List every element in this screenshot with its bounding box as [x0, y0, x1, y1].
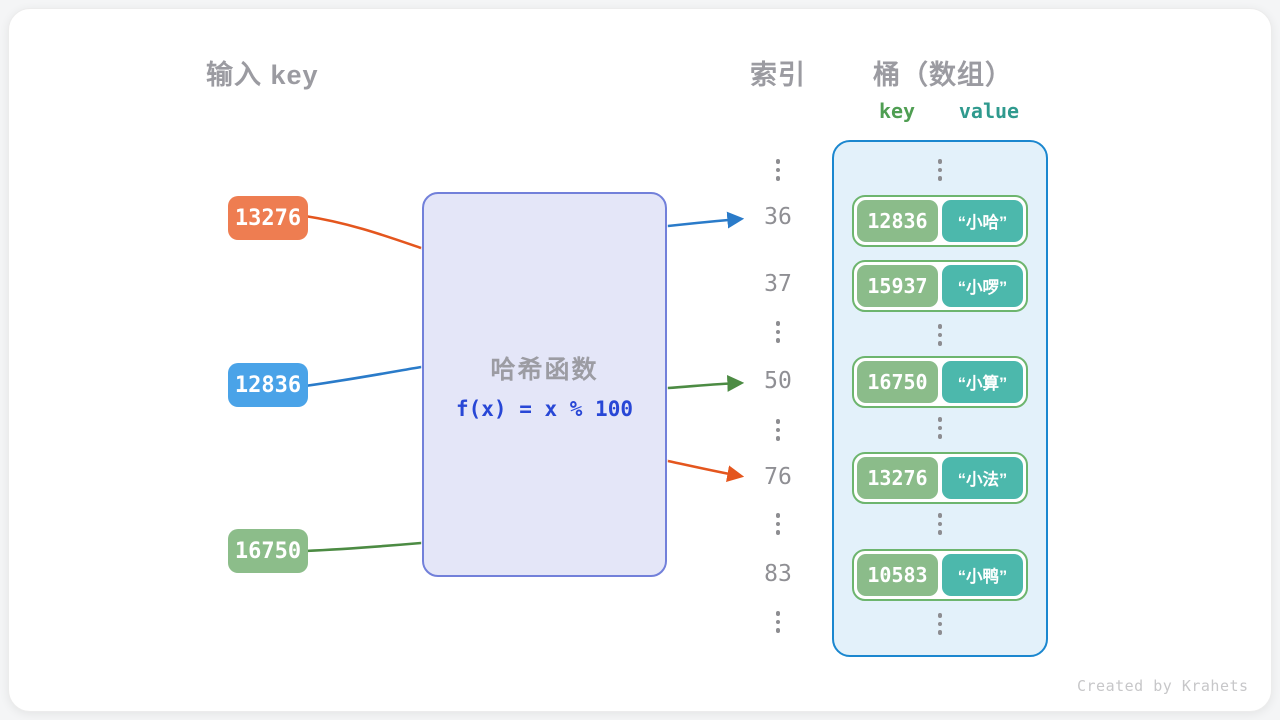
entry-value: “小算” [942, 361, 1023, 403]
index-value: 83 [764, 561, 792, 587]
index-value: 76 [764, 464, 792, 490]
bucket-ellipsis [852, 513, 1028, 535]
entry-value: “小法” [942, 457, 1023, 499]
index-value: 50 [764, 368, 792, 394]
index-ellipsis [740, 159, 816, 181]
input-key-box-16750: 16750 [228, 529, 308, 573]
input-key-title: 输入 key [206, 60, 319, 90]
index-ellipsis [740, 321, 816, 343]
input-key-label: 16750 [234, 538, 302, 564]
index-value: 37 [764, 271, 792, 297]
index-value: 36 [764, 204, 792, 230]
bucket-title: 桶（数组） [873, 60, 1013, 90]
bucket-entry: 10583 “小鸭” [852, 549, 1028, 601]
input-key-label: 12836 [234, 372, 302, 398]
bucket-ellipsis [852, 324, 1028, 346]
index-title: 索引 [750, 60, 806, 90]
bucket-entry: 12836 “小哈” [852, 195, 1028, 247]
bucket-ellipsis [852, 613, 1028, 635]
entry-key: 12836 [857, 200, 938, 242]
entry-value: “小鸭” [942, 554, 1023, 596]
bucket-entry: 15937 “小啰” [852, 260, 1028, 312]
entry-key: 16750 [857, 361, 938, 403]
bucket-ellipsis [852, 417, 1028, 439]
entry-key: 15937 [857, 265, 938, 307]
index-ellipsis [740, 611, 816, 633]
entry-value: “小啰” [942, 265, 1023, 307]
index-ellipsis [740, 513, 816, 535]
input-key-box-12836: 12836 [228, 363, 308, 407]
hash-function-title: 哈希函数 [490, 356, 599, 384]
entry-key: 13276 [857, 457, 938, 499]
index-ellipsis [740, 419, 816, 441]
input-key-box-13276: 13276 [228, 196, 308, 240]
key-column-header: key [878, 99, 916, 123]
input-key-label: 13276 [234, 205, 302, 231]
hash-function-box: 哈希函数 f(x) = x % 100 [422, 192, 667, 577]
bucket-entry: 16750 “小算” [852, 356, 1028, 408]
bucket-ellipsis [852, 159, 1028, 181]
entry-value: “小哈” [942, 200, 1023, 242]
value-column-header: value [958, 99, 1020, 123]
entry-key: 10583 [857, 554, 938, 596]
credit-text: Created by Krahets [1077, 677, 1249, 695]
bucket-entry: 13276 “小法” [852, 452, 1028, 504]
hash-function-formula: f(x) = x % 100 [455, 397, 633, 421]
